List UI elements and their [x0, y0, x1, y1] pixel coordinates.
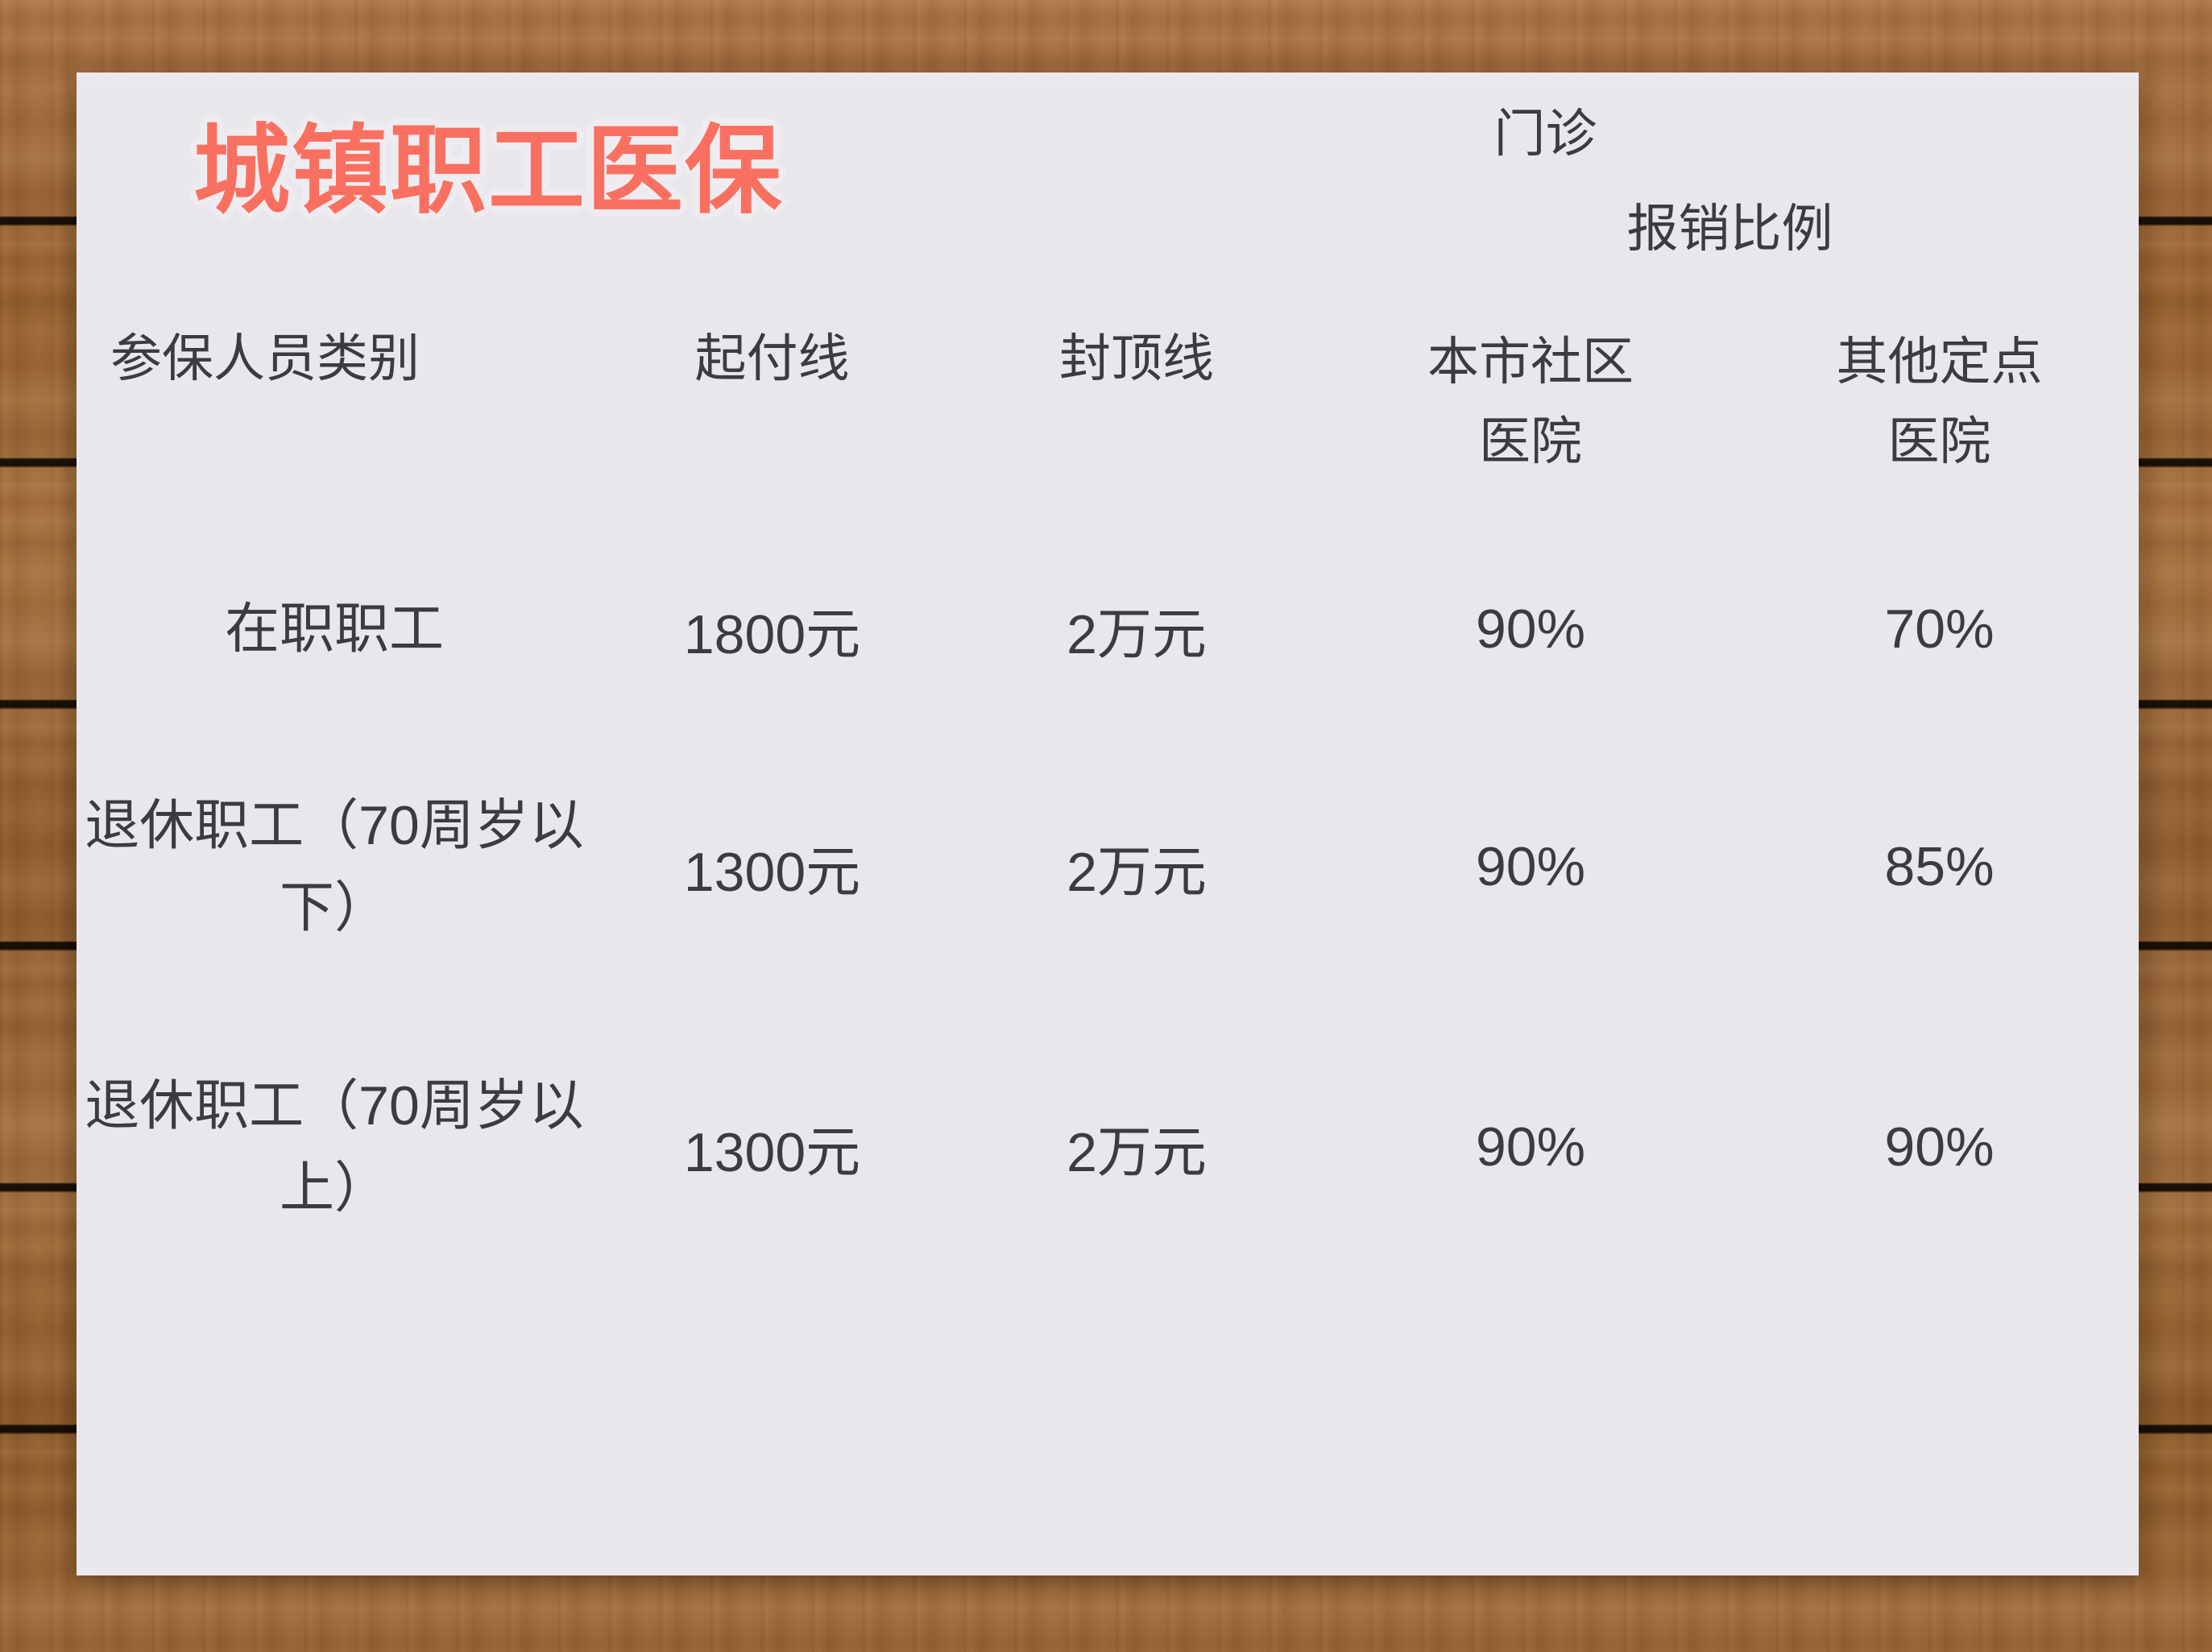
category-header-cell: 参保人员类别 — [77, 177, 592, 532]
reimbursement-table: 门诊 参保人员类别 起付线 封顶线 报销比例 本市社区 医院 — [77, 82, 2140, 1287]
row-ratio-community: 90% — [1321, 727, 1740, 1007]
row-category: 在职职工 — [77, 532, 592, 727]
table-row: 在职职工 1800元 2万元 90% 70% — [77, 532, 2140, 727]
deductible-header-cell: 起付线 — [592, 177, 952, 532]
category-header-label: 参保人员类别 — [110, 329, 420, 387]
row-category: 退休职工（70周岁以下） — [77, 727, 592, 1007]
ratio-community-header-line2: 医院 — [1479, 412, 1582, 470]
row-deductible: 1800元 — [592, 532, 952, 727]
table-title-row: 门诊 — [77, 82, 2140, 177]
outpatient-group-header: 门诊 — [952, 82, 2140, 177]
cap-header-cell: 封顶线 — [952, 177, 1321, 532]
row-deductible: 1300元 — [592, 1007, 952, 1287]
row-ratio-community: 90% — [1321, 532, 1740, 727]
ratio-community-header-cell: 本市社区 医院 — [1321, 272, 1740, 532]
row-ratio-other: 85% — [1740, 727, 2140, 1007]
table-ratio-header-row: 参保人员类别 起付线 封顶线 报销比例 — [77, 177, 2140, 532]
cap-header-label: 封顶线 — [1059, 329, 1214, 387]
row-cap: 2万元 — [952, 532, 1321, 727]
row-deductible: 1300元 — [592, 727, 952, 1007]
title-spacer-cell-2 — [592, 82, 952, 177]
title-spacer-cell — [77, 82, 592, 177]
table-row: 退休职工（70周岁以下） 1300元 2万元 90% 85% — [77, 727, 2140, 1007]
ratio-other-header-line1: 其他定点 — [1836, 332, 2043, 391]
info-card: 城镇职工医保 门诊 参保人员类别 起付线 — [77, 72, 2140, 1575]
row-ratio-community: 90% — [1321, 1007, 1740, 1287]
table-subheader-row: 本市社区 医院 其他定点 医院 — [77, 272, 2140, 532]
deductible-header-label: 起付线 — [694, 329, 850, 387]
row-category: 退休职工（70周岁以上） — [77, 1007, 592, 1287]
ratio-group-header: 报销比例 — [1321, 177, 2140, 272]
table-row: 退休职工（70周岁以上） 1300元 2万元 90% 90% — [77, 1007, 2140, 1287]
row-cap: 2万元 — [952, 1007, 1321, 1287]
row-ratio-other: 70% — [1740, 532, 2140, 727]
ratio-other-header-line2: 医院 — [1887, 412, 1991, 470]
row-ratio-other: 90% — [1740, 1007, 2140, 1287]
ratio-other-header-cell: 其他定点 医院 — [1740, 272, 2140, 532]
ratio-community-header-line1: 本市社区 — [1427, 332, 1634, 391]
row-cap: 2万元 — [952, 727, 1321, 1007]
